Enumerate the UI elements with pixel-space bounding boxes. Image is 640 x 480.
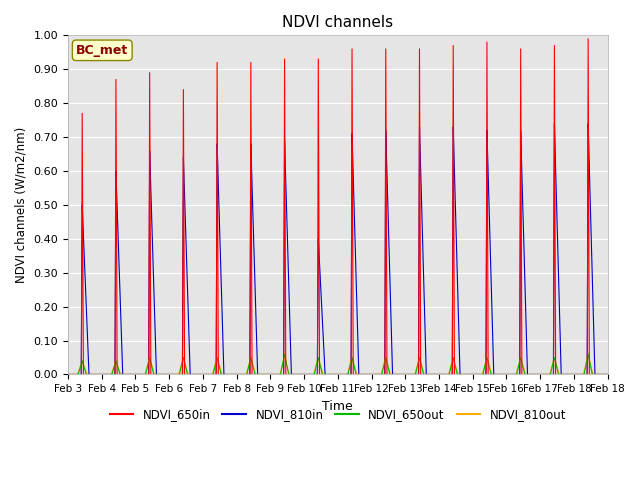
NDVI_650in: [64, 372, 72, 377]
Legend: NDVI_650in, NDVI_810in, NDVI_650out, NDVI_810out: NDVI_650in, NDVI_810in, NDVI_650out, NDV…: [105, 404, 571, 426]
NDVI_650out: [260, 372, 268, 377]
NDVI_810out: [604, 372, 611, 377]
NDVI_650in: [604, 372, 611, 377]
NDVI_810in: [260, 372, 268, 377]
Line: NDVI_650out: NDVI_650out: [68, 354, 607, 374]
NDVI_810out: [383, 360, 391, 366]
NDVI_650in: [464, 372, 472, 377]
NDVI_810in: [493, 372, 500, 377]
NDVI_810out: [584, 351, 592, 357]
NDVI_810out: [464, 372, 472, 377]
X-axis label: Time: Time: [323, 400, 353, 413]
NDVI_650in: [92, 372, 99, 377]
NDVI_650in: [383, 372, 391, 377]
NDVI_650in: [260, 372, 268, 377]
NDVI_650in: [493, 372, 500, 377]
NDVI_650in: [407, 372, 415, 377]
NDVI_650out: [604, 372, 611, 377]
NDVI_810out: [92, 372, 99, 377]
NDVI_810out: [64, 372, 72, 377]
NDVI_810in: [604, 372, 611, 377]
NDVI_810out: [260, 372, 268, 377]
NDVI_650out: [407, 372, 415, 377]
Y-axis label: NDVI channels (W/m2/nm): NDVI channels (W/m2/nm): [15, 127, 28, 283]
Line: NDVI_650in: NDVI_650in: [68, 39, 607, 374]
NDVI_810out: [493, 372, 500, 377]
NDVI_650out: [383, 361, 391, 367]
NDVI_810in: [383, 183, 391, 189]
NDVI_650out: [493, 372, 500, 377]
NDVI_810in: [64, 372, 72, 377]
NDVI_810in: [550, 120, 558, 126]
Title: NDVI channels: NDVI channels: [282, 15, 394, 30]
NDVI_650out: [92, 372, 99, 377]
NDVI_810in: [92, 372, 99, 377]
NDVI_810in: [464, 372, 472, 377]
NDVI_810out: [407, 372, 415, 377]
Text: BC_met: BC_met: [76, 44, 129, 57]
NDVI_650out: [464, 372, 472, 377]
NDVI_810in: [407, 372, 415, 377]
NDVI_650out: [281, 351, 289, 357]
Line: NDVI_810out: NDVI_810out: [68, 354, 607, 374]
Line: NDVI_810in: NDVI_810in: [68, 123, 607, 374]
NDVI_650in: [584, 36, 592, 42]
NDVI_650out: [64, 372, 72, 377]
